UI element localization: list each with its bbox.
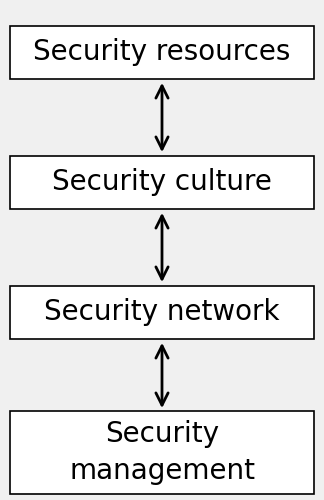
Text: Security culture: Security culture (52, 168, 272, 196)
Text: Security network: Security network (44, 298, 280, 326)
Text: Security
management: Security management (69, 420, 255, 485)
FancyBboxPatch shape (10, 411, 314, 494)
FancyBboxPatch shape (10, 286, 314, 339)
FancyBboxPatch shape (10, 156, 314, 209)
FancyBboxPatch shape (10, 26, 314, 78)
Text: Security resources: Security resources (33, 38, 291, 66)
